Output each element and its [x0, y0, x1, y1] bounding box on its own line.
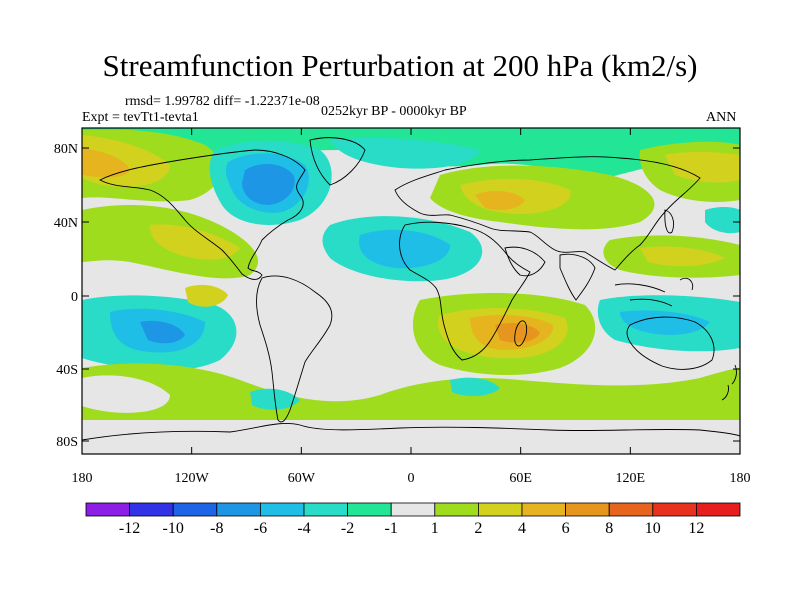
colorbar-label: -4: [297, 520, 310, 537]
colorbar-label: -2: [341, 520, 354, 537]
axis-ticks: [81, 128, 741, 454]
colorbar-swatch: [259, 502, 305, 517]
colorbar-labels: -12 -10 -8 -6 -4 -2 -1 1 2 4 6 8 10 12: [119, 520, 704, 537]
season-label: ANN: [706, 110, 737, 125]
colorbar-swatch: [696, 502, 741, 517]
colorbar-swatch: [303, 502, 348, 517]
colorbar-label: 6: [562, 520, 570, 537]
stats-label: rmsd= 1.99782 diff= -1.22371e-08: [125, 94, 320, 109]
colorbar-swatch: [521, 502, 566, 517]
lat-tick-label: 80N: [54, 142, 78, 157]
lat-tick-label: 80S: [56, 435, 78, 450]
lon-labels: 180 120W 60W 0 60E 120E 180: [72, 471, 751, 486]
streamfunction-field: [82, 128, 740, 454]
coastlines: [82, 137, 740, 441]
plot-title: Streamfunction Perturbation at 200 hPa (…: [102, 48, 698, 83]
lon-tick-label: 180: [72, 471, 93, 486]
colorbar-swatch: [172, 502, 218, 517]
lat-labels: 80N 40N 0 40S 80S: [54, 142, 78, 450]
colorbar-label: 2: [474, 520, 482, 537]
colorbar-label: 12: [688, 520, 704, 537]
colorbar-swatch: [216, 502, 261, 517]
colorbar-swatch: [608, 502, 654, 517]
colorbar-swatch: [652, 502, 697, 517]
colorbar-swatch: [565, 502, 610, 517]
lon-tick-label: 60E: [509, 471, 532, 486]
colorbar-label: 1: [431, 520, 439, 537]
colorbar-swatch: [390, 502, 436, 517]
colorbar-label: -12: [119, 520, 140, 537]
colorbar-label: 4: [518, 520, 526, 537]
lon-tick-label: 120W: [175, 471, 210, 486]
lon-tick-label: 120E: [616, 471, 646, 486]
experiment-label: Expt = tevTt1-tevta1: [82, 110, 199, 125]
lon-tick-label: 60W: [288, 471, 316, 486]
colorbar: [85, 502, 741, 517]
colorbar-label: -6: [254, 520, 267, 537]
colorbar-swatch: [434, 502, 479, 517]
period-label: 0252kyr BP - 0000kyr BP: [321, 104, 467, 119]
colorbar-label: 8: [605, 520, 613, 537]
colorbar-label: -10: [163, 520, 184, 537]
colorbar-swatch: [347, 502, 392, 517]
colorbar-label: -1: [385, 520, 398, 537]
colorbar-swatch: [85, 502, 130, 517]
colorbar-label: 10: [645, 520, 661, 537]
lat-tick-label: 40N: [54, 216, 78, 231]
colorbar-swatch: [477, 502, 523, 517]
colorbar-label: -8: [210, 520, 223, 537]
lon-tick-label: 180: [730, 471, 751, 486]
lat-tick-label: 40S: [56, 363, 78, 378]
colorbar-swatch: [129, 502, 174, 517]
lon-tick-label: 0: [408, 471, 415, 486]
lat-tick-label: 0: [71, 290, 78, 305]
